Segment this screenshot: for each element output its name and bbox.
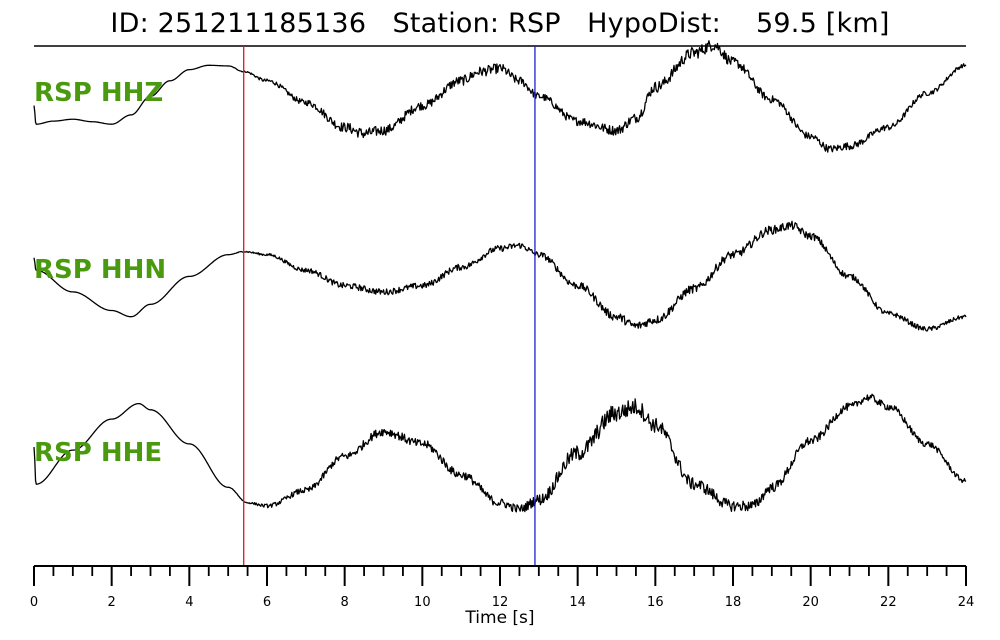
trace-labels-group: RSP HHZ RSP HHN RSP HHE (34, 78, 166, 468)
x-tick-label: 14 (569, 595, 586, 610)
trace-label-rsp-hhn: RSP HHN (34, 255, 166, 285)
x-tick-label: 0 (30, 595, 38, 610)
chart-title: ID: 251211185136 Station: RSP HypoDist: … (110, 8, 890, 39)
x-tick-label: 6 (263, 595, 271, 610)
trace-label-rsp-hhz: RSP HHZ (34, 78, 163, 108)
x-tick-label: 2 (108, 595, 116, 610)
phase-markers-group (243, 46, 536, 566)
x-tick-label: 22 (880, 595, 897, 610)
x-tick-label: 16 (647, 595, 664, 610)
x-tick-label: 8 (341, 595, 349, 610)
trace-line-rsp-hhn (33, 220, 967, 332)
x-axis-label: Time [s] (464, 608, 534, 628)
traces-group (33, 40, 967, 513)
x-tick-label: 24 (958, 595, 975, 610)
x-tick-label: 4 (185, 595, 193, 610)
x-tick-label: 12 (492, 595, 509, 610)
trace-line-rsp-hhe (33, 393, 967, 513)
x-tick-label: 18 (725, 595, 742, 610)
trace-line-rsp-hhz (33, 40, 967, 153)
trace-label-rsp-hhe: RSP HHE (34, 438, 162, 468)
x-tick-label: 20 (802, 595, 819, 610)
x-tick-label: 10 (414, 595, 431, 610)
